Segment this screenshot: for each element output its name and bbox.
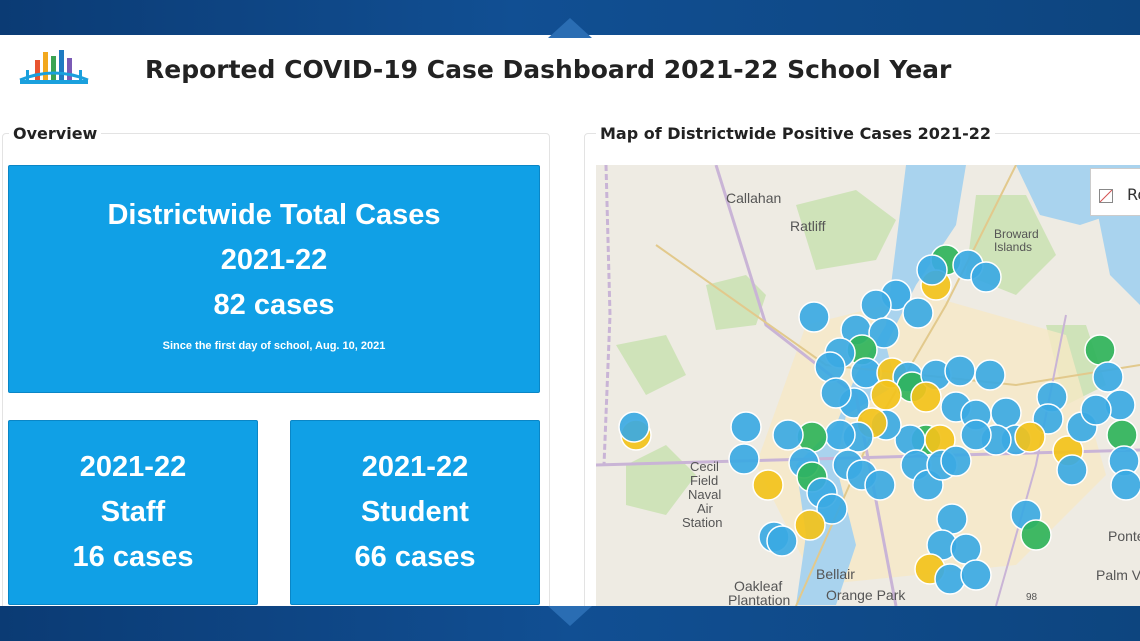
layer-swatch-icon	[1099, 189, 1113, 203]
student-count: 66 cases	[354, 541, 476, 573]
map-layer-label: Ro	[1127, 185, 1140, 204]
map-label-oakleaf: Oakleaf	[734, 578, 782, 594]
case-marker[interactable]	[910, 381, 942, 413]
map-legend: Map of Districtwide Positive Cases 2021-…	[596, 124, 996, 143]
map-label-orange-park: Orange Park	[826, 587, 906, 603]
case-markers[interactable]	[618, 244, 1140, 595]
map-label-plantation: Plantation	[728, 592, 790, 606]
case-marker[interactable]	[934, 563, 966, 595]
staff-count: 16 cases	[72, 541, 194, 573]
map-label-station: Station	[682, 515, 722, 530]
case-marker[interactable]	[960, 559, 992, 591]
total-cases-count: 82 cases	[213, 289, 335, 321]
case-marker[interactable]	[1110, 469, 1140, 501]
map-label-route-98: 98	[1026, 592, 1038, 603]
case-marker[interactable]	[814, 351, 846, 383]
dashboard-logo-icon	[19, 50, 89, 84]
case-marker[interactable]	[772, 419, 804, 451]
map-label-ponte: Ponte	[1108, 528, 1140, 544]
map-label-air: Air	[697, 501, 714, 516]
case-marker[interactable]	[618, 411, 650, 443]
case-marker[interactable]	[820, 377, 852, 409]
page-title: Reported COVID-19 Case Dashboard 2021-22…	[145, 55, 952, 84]
case-marker[interactable]	[916, 254, 948, 286]
map-label-field: Field	[690, 473, 718, 488]
map-layer-legend[interactable]: Ro	[1090, 168, 1140, 216]
staff-label: Staff	[100, 496, 166, 528]
map-label-naval: Naval	[688, 487, 721, 502]
case-marker[interactable]	[1080, 394, 1112, 426]
case-marker[interactable]	[1020, 519, 1052, 551]
case-marker[interactable]	[816, 493, 848, 525]
bottom-banner	[0, 606, 1140, 641]
case-marker[interactable]	[864, 469, 896, 501]
case-marker[interactable]	[752, 469, 784, 501]
case-marker[interactable]	[944, 355, 976, 387]
map-label-bellair: Bellair	[816, 566, 855, 582]
case-marker[interactable]	[970, 261, 1002, 293]
case-marker[interactable]	[974, 359, 1006, 391]
case-marker[interactable]	[860, 289, 892, 321]
case-marker[interactable]	[940, 445, 972, 477]
case-marker[interactable]	[766, 525, 798, 557]
map-label-palm-v: Palm V	[1096, 567, 1140, 583]
staff-year: 2021-22	[79, 451, 187, 483]
case-marker[interactable]	[1084, 334, 1116, 366]
total-cases-title: Districtwide Total Cases	[107, 199, 441, 231]
staff-cases-card: 2021-22 Staff 16 cases	[8, 420, 258, 605]
total-cases-note: Since the first day of school, Aug. 10, …	[162, 340, 386, 352]
cases-map[interactable]: Callahan Ratliff Broward Islands Cecil F…	[596, 165, 1140, 606]
case-marker[interactable]	[1014, 421, 1046, 453]
map-canvas[interactable]: Callahan Ratliff Broward Islands Cecil F…	[596, 165, 1140, 606]
case-marker[interactable]	[1092, 361, 1124, 393]
case-marker[interactable]	[868, 317, 900, 349]
case-marker[interactable]	[730, 411, 762, 443]
case-marker[interactable]	[1056, 454, 1088, 486]
top-banner	[0, 0, 1140, 38]
overview-legend: Overview	[9, 124, 102, 143]
case-marker[interactable]	[870, 379, 902, 411]
case-marker[interactable]	[990, 397, 1022, 429]
case-marker[interactable]	[728, 443, 760, 475]
case-marker[interactable]	[824, 419, 856, 451]
case-marker[interactable]	[798, 301, 830, 333]
case-marker[interactable]	[794, 509, 826, 541]
total-cases-year: 2021-22	[220, 244, 328, 276]
student-cases-card: 2021-22 Student 66 cases	[290, 420, 540, 605]
banner-tip	[548, 606, 592, 626]
case-marker[interactable]	[902, 297, 934, 329]
banner-notch	[548, 18, 592, 38]
map-label-ratliff: Ratliff	[790, 218, 826, 234]
map-label-broward: Broward	[994, 227, 1039, 241]
total-cases-card: Districtwide Total Cases 2021-22 82 case…	[8, 165, 540, 393]
student-label: Student	[361, 496, 469, 528]
student-year: 2021-22	[361, 451, 469, 483]
map-label-callahan: Callahan	[726, 190, 781, 206]
case-marker[interactable]	[960, 419, 992, 451]
map-label-islands: Islands	[994, 240, 1032, 254]
map-label-cecil: Cecil	[690, 459, 719, 474]
